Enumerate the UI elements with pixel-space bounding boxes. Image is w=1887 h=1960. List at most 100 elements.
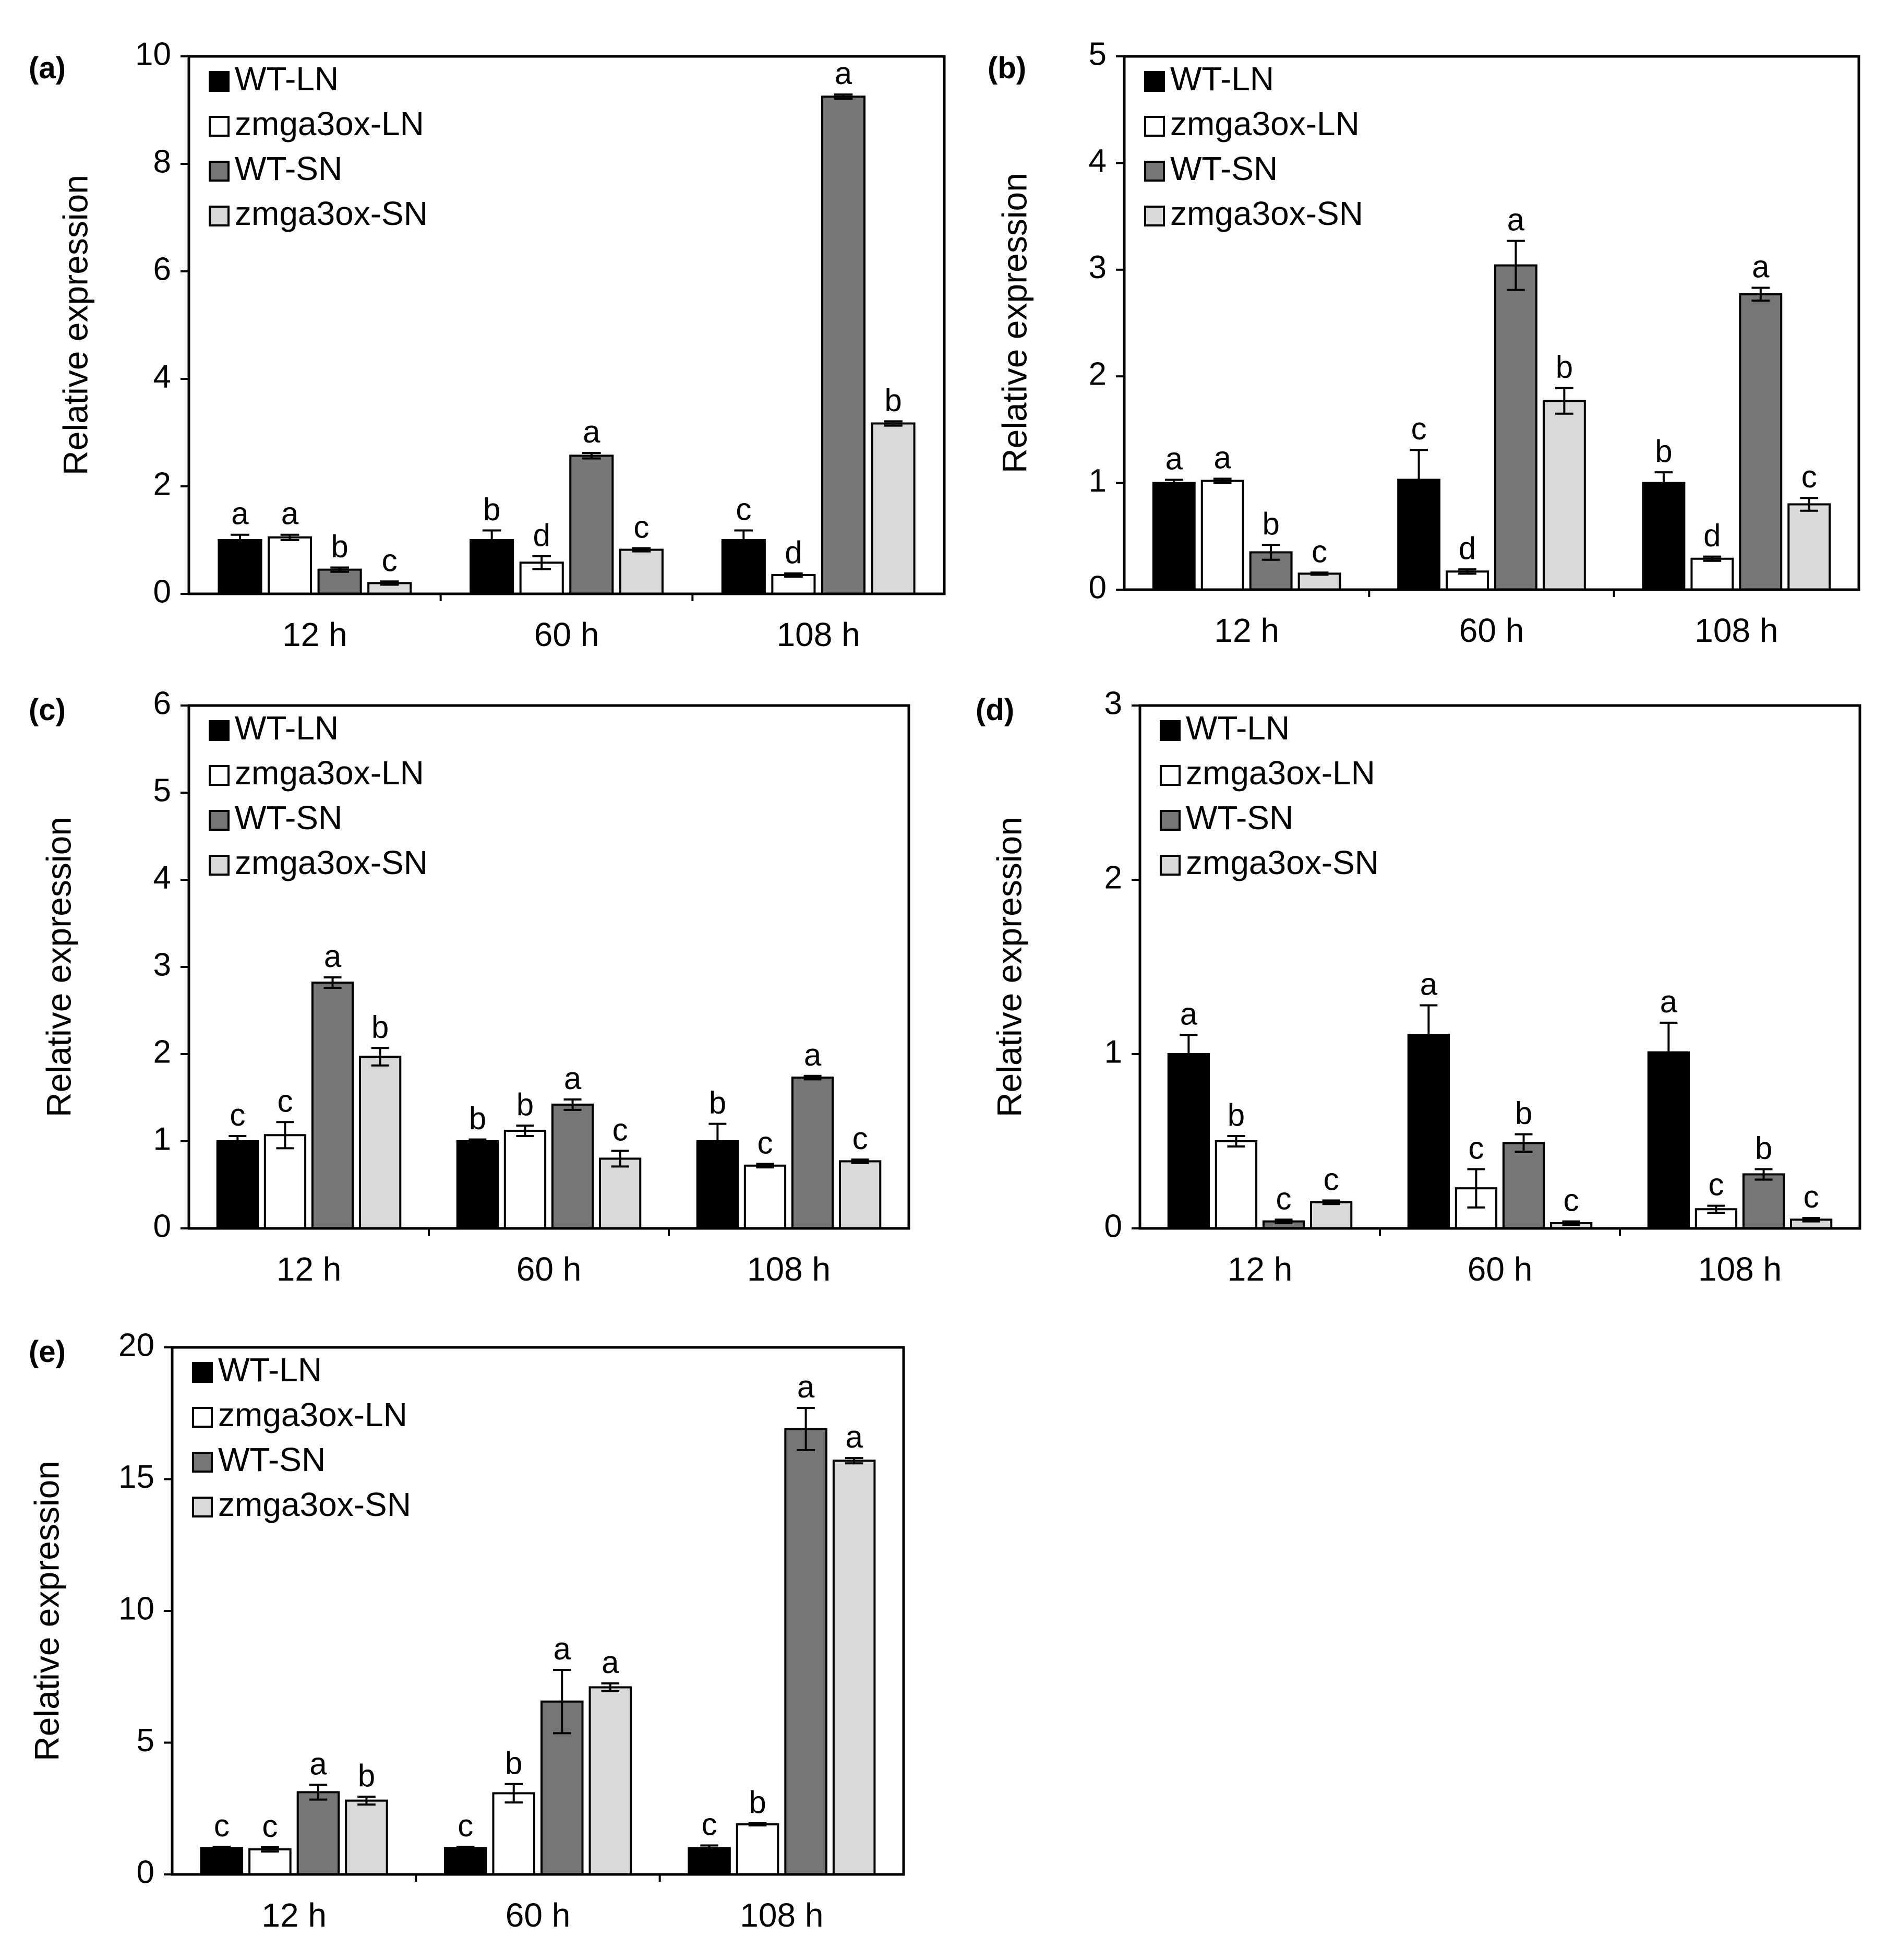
legend-swatch bbox=[1160, 720, 1181, 741]
bar bbox=[588, 1686, 632, 1875]
significance-letter: b bbox=[469, 1101, 486, 1136]
bar bbox=[345, 1799, 388, 1876]
panel-label: (d) bbox=[976, 693, 1014, 727]
significance-letter: a bbox=[602, 1645, 619, 1680]
bar bbox=[569, 455, 614, 595]
significance-letter: b bbox=[371, 1009, 389, 1044]
y-tick-label: 2 bbox=[153, 1034, 171, 1070]
significance-letter: b bbox=[709, 1085, 726, 1120]
bar bbox=[1739, 293, 1783, 591]
bar bbox=[200, 1847, 244, 1875]
bar bbox=[1787, 503, 1831, 591]
y-tick-label: 3 bbox=[1104, 685, 1122, 721]
plot-frame bbox=[1123, 55, 1860, 591]
significance-letter: a bbox=[231, 496, 249, 531]
y-tick-label: 20 bbox=[118, 1327, 154, 1363]
bar bbox=[492, 1792, 535, 1875]
bar bbox=[1494, 264, 1537, 591]
bar bbox=[1152, 482, 1196, 591]
significance-letter: c bbox=[1312, 534, 1327, 569]
legend-swatch bbox=[209, 765, 230, 786]
legend-label: zmga3ox-SN bbox=[218, 1486, 411, 1523]
legend-swatch bbox=[209, 206, 230, 226]
legend-label: WT-LN bbox=[235, 709, 339, 747]
x-tick-label: 12 h bbox=[282, 616, 347, 653]
legend-label: zmga3ox-SN bbox=[235, 844, 428, 881]
bar bbox=[317, 568, 362, 595]
significance-letter: b bbox=[1228, 1097, 1245, 1132]
bar bbox=[619, 548, 664, 595]
legend-label: zmga3ox-SN bbox=[235, 195, 428, 232]
significance-letter: d bbox=[785, 535, 802, 570]
legend-swatch bbox=[192, 1362, 213, 1383]
bar bbox=[871, 422, 916, 595]
bar bbox=[358, 1056, 402, 1229]
significance-letter: b bbox=[1515, 1096, 1532, 1131]
x-tick-label: 12 h bbox=[1228, 1250, 1293, 1288]
bar bbox=[688, 1847, 731, 1875]
y-tick-label: 4 bbox=[153, 859, 171, 895]
x-tick-label: 60 h bbox=[1459, 612, 1524, 649]
significance-letter: d bbox=[533, 518, 550, 553]
legend-label: WT-LN bbox=[235, 60, 339, 98]
significance-letter: a bbox=[804, 1037, 822, 1072]
legend-swatch bbox=[192, 1407, 213, 1428]
significance-letter: a bbox=[797, 1369, 815, 1404]
x-tick-label: 108 h bbox=[777, 616, 860, 653]
legend-swatch bbox=[1144, 206, 1165, 226]
legend-swatch bbox=[209, 116, 230, 137]
legend-label: zmga3ox-SN bbox=[1186, 844, 1379, 881]
y-tick-label: 0 bbox=[1104, 1208, 1122, 1244]
legend-label: WT-LN bbox=[1170, 60, 1274, 98]
panel-label: (b) bbox=[988, 51, 1026, 85]
bar bbox=[598, 1157, 642, 1229]
y-axis-title: Relative expression bbox=[990, 817, 1028, 1117]
bar bbox=[1502, 1142, 1545, 1230]
x-tick-label: 108 h bbox=[1694, 612, 1778, 649]
y-tick-label: 1 bbox=[153, 1121, 171, 1157]
x-tick-label: 12 h bbox=[277, 1250, 342, 1288]
legend-label: WT-LN bbox=[218, 1351, 322, 1389]
significance-letter: d bbox=[1703, 518, 1721, 553]
panel-label: (c) bbox=[29, 693, 66, 727]
bar bbox=[263, 1134, 307, 1230]
plot-frame bbox=[187, 704, 910, 1230]
legend-swatch bbox=[192, 1497, 213, 1517]
significance-letter: a bbox=[1180, 996, 1198, 1031]
bar bbox=[832, 1460, 876, 1875]
y-tick-label: 4 bbox=[153, 358, 171, 395]
legend-label: WT-SN bbox=[1170, 150, 1278, 187]
bar bbox=[311, 982, 354, 1230]
legend-label: WT-SN bbox=[218, 1441, 326, 1478]
significance-letter: b bbox=[1655, 434, 1672, 469]
bar bbox=[296, 1791, 340, 1875]
y-tick-label: 15 bbox=[118, 1459, 154, 1495]
y-tick-label: 6 bbox=[153, 685, 171, 721]
significance-letter: b bbox=[1556, 350, 1573, 385]
significance-letter: c bbox=[736, 492, 751, 527]
bar bbox=[443, 1847, 487, 1875]
significance-letter: a bbox=[309, 1746, 327, 1781]
significance-letter: a bbox=[324, 939, 342, 974]
significance-letter: c bbox=[230, 1097, 245, 1132]
bar bbox=[218, 539, 262, 595]
bar bbox=[1309, 1201, 1353, 1229]
significance-letter: b bbox=[1262, 506, 1279, 541]
legend-label: zmga3ox-SN bbox=[1170, 195, 1363, 232]
significance-letter: a bbox=[835, 56, 852, 91]
y-axis-title: Relative expression bbox=[56, 175, 94, 475]
bar bbox=[1642, 482, 1686, 591]
legend-swatch bbox=[1144, 161, 1165, 182]
significance-letter: c bbox=[852, 1121, 868, 1156]
significance-letter: c bbox=[702, 1807, 717, 1842]
bar bbox=[456, 1140, 499, 1229]
plot-frame bbox=[1138, 704, 1861, 1230]
x-tick-label: 60 h bbox=[506, 1896, 571, 1934]
y-tick-label: 4 bbox=[1089, 143, 1107, 179]
y-tick-label: 0 bbox=[1089, 569, 1107, 605]
